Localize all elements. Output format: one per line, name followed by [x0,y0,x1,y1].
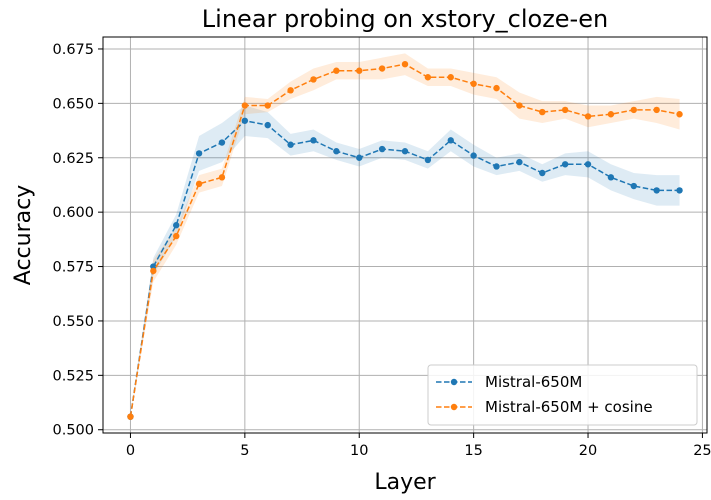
series-1-point [447,74,454,81]
series-0-point [676,187,683,194]
series-0-point [539,169,546,177]
series-1-point [218,174,226,181]
series-0-point [561,161,569,168]
series-0-point [653,187,660,194]
series-1-point [356,67,363,74]
series-0-point [356,154,363,161]
series-0-point [333,148,340,155]
series-0-point [447,137,454,144]
series-1-point [676,111,683,118]
series-1-point [333,67,340,74]
series-1-point [195,180,203,188]
series-1-point [424,74,432,81]
series-1-point [173,232,180,240]
series-1-point [493,84,500,92]
x-tick-label: 5 [240,443,249,459]
series-1-point [607,111,615,118]
series-1-point [630,106,637,114]
series-0-point [607,174,615,181]
legend-swatch-marker [450,403,458,411]
legend-label: Mistral-650M + cosine [485,398,653,416]
series-1-point [401,60,409,68]
series-0-point [401,148,409,155]
confidence-bands [130,53,680,417]
series-1-band [130,53,680,417]
series-0-point [287,141,294,148]
series-1-point [516,102,523,109]
series-0-point [584,161,592,168]
y-tick-label: 0.675 [52,42,94,58]
x-tick-label: 0 [126,443,135,459]
series-0-point [378,145,386,153]
series-0-point [310,137,317,144]
series-1-point [539,108,546,116]
series-1-point [127,413,134,420]
series-0-point [470,152,477,159]
series-1-point [470,80,477,87]
x-tick-label: 10 [350,443,368,459]
x-axis-label: Layer [374,470,436,495]
series-lines [127,60,683,420]
series-1-point [378,65,386,72]
series-1-point [310,76,317,83]
legend-box [427,364,698,426]
y-tick-label: 0.575 [52,260,94,276]
series-0-point [493,163,500,170]
legend-swatch-marker [450,378,458,386]
series-1-point [287,87,294,94]
series-1-point [584,113,592,120]
series-0-point [630,182,637,190]
series-0-point [241,117,249,124]
x-tick-label: 25 [693,443,711,459]
series-1-point [653,106,660,114]
grid [103,37,707,433]
series-1-point [264,102,271,109]
legend: Mistral-650M Mistral-650M + cosine [427,364,698,426]
series-0-point [264,121,271,129]
y-tick-label: 0.625 [52,151,94,167]
series-0-point [218,139,226,146]
y-tick-label: 0.650 [52,96,94,112]
series-0-point [195,150,203,157]
series-0-point [516,158,523,166]
y-tick-label: 0.500 [52,423,94,439]
series-0-point [424,156,432,164]
series-1-point [150,267,157,275]
x-tick-label: 15 [464,443,482,459]
series-0-point [173,222,180,229]
plot-frame [102,36,708,434]
series-1-point [561,106,569,114]
y-axis-label: Accuracy [11,185,36,285]
y-tick-label: 0.550 [52,314,94,330]
y-tick-label: 0.600 [52,205,94,221]
legend-label: Mistral-650M [485,373,582,391]
x-tick-label: 20 [579,443,597,459]
chart-title: Linear probing on xstory_cloze-en [202,5,608,33]
y-tick-label: 0.525 [52,368,94,384]
series-1-point [241,102,249,109]
axis-ticks: 0 5 10 15 20 25 0.500 0.525 0.550 0.575 0.600 0.625… [52,42,711,459]
